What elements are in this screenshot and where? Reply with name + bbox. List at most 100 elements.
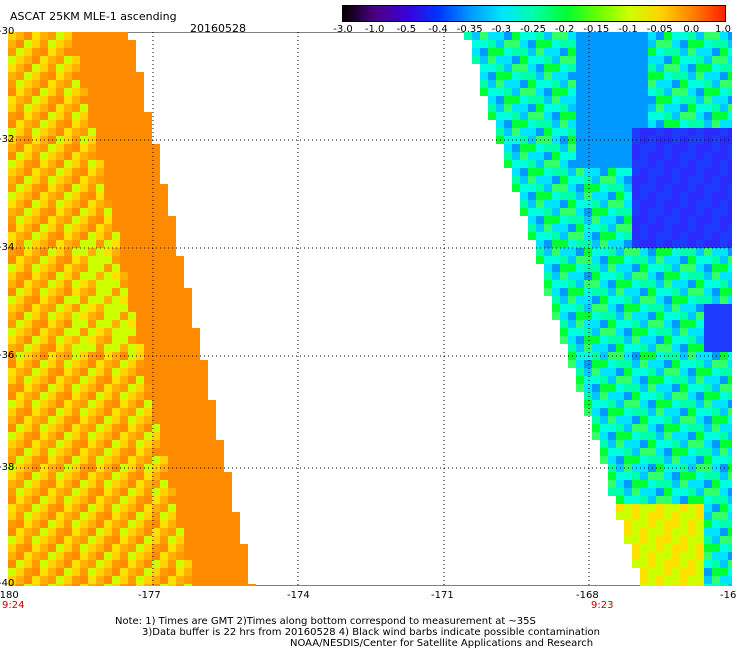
swath-cell [712,200,720,208]
swath-cell [16,568,24,576]
swath-cell [8,488,16,496]
swath-cell [136,528,144,536]
swath-cell [504,160,512,168]
swath-cell [592,56,600,64]
swath-cell [208,480,216,488]
swath-cell [80,312,88,320]
swath-cell [16,424,24,432]
swath-cell [648,208,656,216]
swath-cell [168,328,176,336]
swath-cell [704,56,712,64]
swath-cell [120,128,128,136]
swath-cell [656,280,664,288]
swath-cell [64,72,72,80]
swath-cell [112,360,120,368]
swath-cell [720,232,728,240]
swath-cell [728,192,732,200]
swath-cell [144,496,152,504]
swath-cell [616,40,624,48]
swath-cell [560,288,568,296]
swath-cell [672,40,680,48]
swath-cell [568,256,576,264]
swath-cell [64,192,72,200]
swath-cell [728,104,732,112]
swath-cell [112,248,120,256]
swath-cell [184,520,192,528]
swath-cell [40,496,48,504]
swath-cell [552,280,560,288]
swath-cell [648,560,656,568]
swath-cell [616,280,624,288]
grid-layer [8,32,732,586]
swath-cell [192,336,200,344]
swath-cell [696,56,704,64]
swath-cell [720,216,728,224]
swath-cell [640,520,648,528]
swath-cell [56,224,64,232]
swath-cell [112,40,120,48]
swath-cell [128,120,136,128]
swath-cell [720,56,728,64]
swath-cell [712,552,720,560]
swath-cell [40,128,48,136]
swath-cell [656,328,664,336]
swath-cell [160,408,168,416]
swath-cell [56,120,64,128]
swath-cell [16,528,24,536]
swath-cell [112,448,120,456]
swath-cell [176,496,184,504]
swath-cell [608,192,616,200]
swath-cell [48,400,56,408]
swath-cell [144,552,152,560]
swath-cell [712,472,720,480]
swath-cell [16,272,24,280]
swath-cell [152,504,160,512]
swath-cell [200,472,208,480]
swath-cell [656,56,664,64]
swath-cell [576,152,584,160]
swath-cell [712,480,720,488]
swath-cell [48,488,56,496]
swath-cell [688,400,696,408]
swath-cell [728,80,732,88]
swath-cell [32,584,40,586]
swath-cell [88,168,96,176]
swath-cell [72,504,80,512]
swath-cell [72,528,80,536]
swath-cell [120,256,128,264]
swath-cell [8,320,16,328]
swath-cell [664,96,672,104]
swath-cell [56,368,64,376]
swath-cell [720,240,728,248]
swath-cell [640,280,648,288]
swath-cell [128,256,136,264]
swath-cell [720,144,728,152]
swath-cell [624,280,632,288]
swath-cell [536,192,544,200]
swath-cell [632,376,640,384]
swath-cell [112,120,120,128]
swath-cell [24,64,32,72]
swath-cell [496,32,504,40]
swath-cell [600,40,608,48]
swath-cell [712,488,720,496]
swath-cell [8,480,16,488]
swath-cell [512,120,520,128]
swath-cell [672,104,680,112]
swath-cell [680,208,688,216]
swath-cell [144,560,152,568]
swath-cell [24,176,32,184]
swath-cell [104,112,112,120]
swath-cell [664,112,672,120]
swath-cell [568,32,576,40]
swath-cell [152,584,160,586]
swath-cell [168,400,176,408]
swath-cell [672,200,680,208]
swath-cell [712,208,720,216]
swath-cell [8,288,16,296]
swath-cell [680,224,688,232]
swath-cell [584,272,592,280]
swath-cell [80,544,88,552]
swath-cell [544,152,552,160]
swath-cell [624,480,632,488]
